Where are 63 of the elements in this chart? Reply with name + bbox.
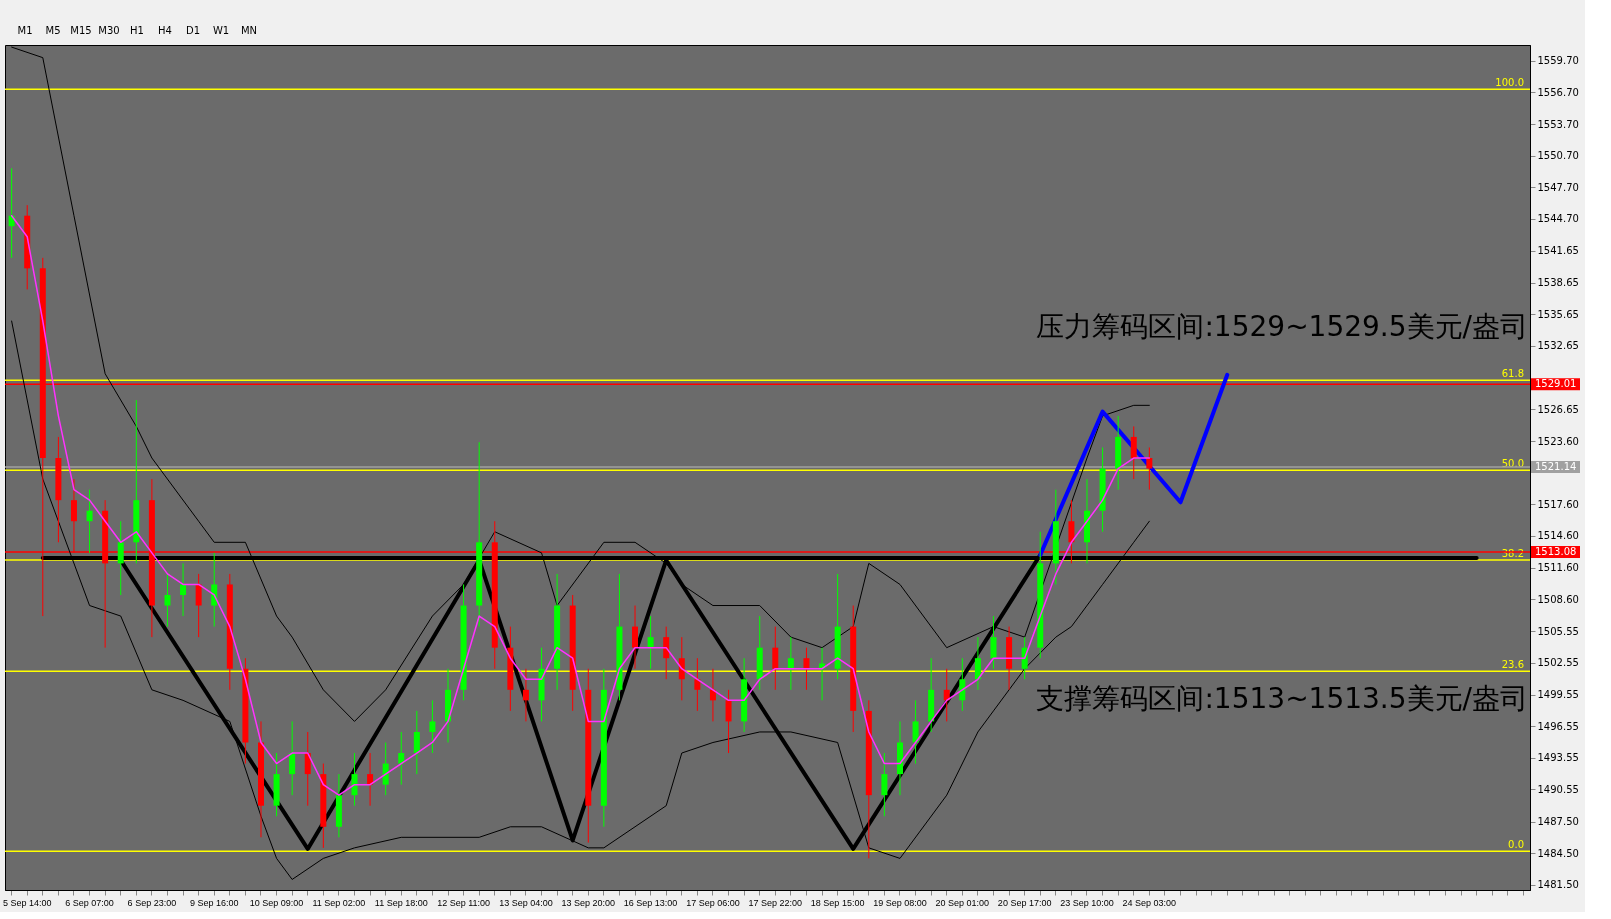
y-tick-label: 1544.70 bbox=[1537, 213, 1579, 225]
text: MN bbox=[240, 25, 258, 36]
ref-line-label: 1521.14 bbox=[1535, 461, 1577, 473]
text: H4 bbox=[158, 25, 172, 36]
y-tick-label: 1553.70 bbox=[1537, 118, 1579, 130]
y-tick-label: 1481.50 bbox=[1537, 879, 1579, 891]
y-tick-label: 1493.55 bbox=[1537, 752, 1579, 764]
y-tick-label: 1484.50 bbox=[1537, 847, 1579, 859]
y-tick-label: 1496.55 bbox=[1537, 720, 1579, 732]
x-tick-label: 16 Sep 13:00 bbox=[623, 897, 678, 908]
y-tick-label: 1487.50 bbox=[1537, 816, 1579, 828]
x-tick-label: 20 Sep 17:00 bbox=[997, 897, 1052, 908]
y-tick-label: 1514.60 bbox=[1537, 530, 1579, 542]
y-tick-label: 1523.60 bbox=[1537, 435, 1579, 447]
text: M30 bbox=[98, 25, 120, 36]
y-tick-label: 1502.55 bbox=[1537, 657, 1579, 669]
y-tick-label: 1511.60 bbox=[1537, 562, 1579, 574]
x-tick-label: 9 Sep 16:00 bbox=[189, 897, 239, 908]
y-tick-label: 1559.70 bbox=[1537, 55, 1579, 67]
x-tick-label: 18 Sep 15:00 bbox=[810, 897, 865, 908]
x-tick-label: 24 Sep 03:00 bbox=[1122, 897, 1177, 908]
ref-line-label: 61.8 bbox=[1501, 368, 1524, 380]
y-tick-label: 1505.55 bbox=[1537, 625, 1579, 637]
x-tick-label: 20 Sep 01:00 bbox=[935, 897, 990, 908]
text: D1 bbox=[185, 25, 201, 36]
y-tick-label: 1526.65 bbox=[1537, 403, 1579, 415]
ref-line-label: 23.6 bbox=[1501, 659, 1524, 671]
ref-line-label: 0.0 bbox=[1508, 839, 1524, 851]
y-tick-label: 1490.55 bbox=[1537, 783, 1579, 795]
y-tick-label: 1550.70 bbox=[1537, 150, 1579, 162]
x-tick-label: 11 Sep 18:00 bbox=[374, 897, 428, 908]
x-tick-label: 12 Sep 11:00 bbox=[437, 897, 491, 908]
x-tick-label: 6 Sep 07:00 bbox=[65, 897, 114, 908]
x-tick-label: 5 Sep 14:00 bbox=[2, 897, 52, 908]
x-tick-label: 6 Sep 23:00 bbox=[127, 897, 177, 908]
x-tick-label: 11 Sep 02:00 bbox=[312, 897, 366, 908]
y-tick-label: 1541.65 bbox=[1537, 245, 1579, 257]
x-tick-label: 19 Sep 08:00 bbox=[873, 897, 927, 908]
annotation: 支撑筹码区间:1513~1513.5美元/盎司 bbox=[1036, 681, 1528, 715]
x-tick-label: 17 Sep 06:00 bbox=[686, 897, 740, 908]
ref-line-label: 1529.01 bbox=[1535, 378, 1577, 390]
y-tick-label: 1538.65 bbox=[1537, 277, 1579, 289]
ref-line-label: 100.0 bbox=[1495, 77, 1524, 89]
ref-line-label: 50.0 bbox=[1501, 458, 1524, 470]
y-tick-label: 1508.60 bbox=[1537, 593, 1579, 605]
text: M5 bbox=[45, 25, 61, 36]
y-tick-label: 1499.55 bbox=[1537, 689, 1579, 701]
annotation: 压力筹码区间:1529~1529.5美元/盎司 bbox=[1036, 310, 1528, 344]
x-tick-label: 17 Sep 22:00 bbox=[748, 897, 803, 908]
y-tick-label: 1535.65 bbox=[1537, 308, 1579, 320]
y-tick-label: 1517.60 bbox=[1537, 498, 1579, 510]
x-tick-label: 13 Sep 04:00 bbox=[499, 897, 553, 908]
text: H1 bbox=[130, 25, 144, 36]
text: W1 bbox=[212, 25, 230, 36]
y-tick-label: 1556.70 bbox=[1537, 86, 1579, 98]
text: M15 bbox=[70, 25, 92, 36]
x-tick-label: 13 Sep 20:00 bbox=[561, 897, 616, 908]
x-tick-label: 23 Sep 10:00 bbox=[1060, 897, 1114, 908]
y-tick-label: 1532.65 bbox=[1537, 340, 1579, 352]
x-tick-label: 10 Sep 09:00 bbox=[249, 897, 304, 908]
y-tick-label: 1547.70 bbox=[1537, 181, 1579, 193]
ref-line-label: 1513.08 bbox=[1535, 546, 1577, 557]
text: M1 bbox=[17, 25, 33, 36]
